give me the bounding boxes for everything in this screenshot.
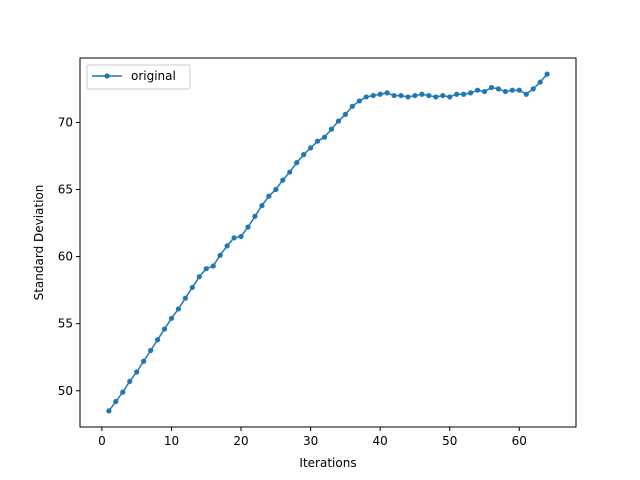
x-tick-label: 0 xyxy=(98,434,106,448)
data-point xyxy=(127,378,133,384)
x-axis-label: Iterations xyxy=(299,456,356,470)
data-point xyxy=(259,203,265,209)
data-point xyxy=(231,235,237,241)
data-point xyxy=(287,169,293,175)
data-point xyxy=(481,88,488,95)
data-point xyxy=(175,306,182,312)
data-point xyxy=(245,224,251,230)
data-point xyxy=(447,94,453,100)
series-line-original xyxy=(108,73,548,412)
data-point xyxy=(141,358,147,364)
data-point xyxy=(419,91,425,97)
plot-area xyxy=(106,71,550,414)
data-point xyxy=(440,92,446,99)
x-tick-label: 30 xyxy=(303,434,318,448)
data-point xyxy=(238,233,244,240)
data-point xyxy=(328,126,335,132)
y-tick-label: 50 xyxy=(58,384,73,398)
data-point xyxy=(502,88,508,95)
data-point xyxy=(474,87,481,93)
data-point xyxy=(426,92,432,99)
data-point xyxy=(113,398,119,405)
data-point xyxy=(161,326,168,332)
data-point xyxy=(301,152,307,158)
y-tick-label: 70 xyxy=(58,115,73,129)
data-point xyxy=(377,91,383,97)
data-point xyxy=(217,252,223,258)
data-point xyxy=(294,160,300,166)
y-axis-label: Standard Deviation xyxy=(32,185,46,301)
data-point xyxy=(544,71,550,77)
data-point xyxy=(495,86,502,92)
data-point xyxy=(363,94,369,100)
data-point xyxy=(203,266,209,272)
data-point xyxy=(356,98,362,104)
x-tick-label: 10 xyxy=(164,434,179,448)
legend-marker-sample xyxy=(104,73,110,79)
y-tick-label: 55 xyxy=(58,317,73,331)
data-point xyxy=(370,92,376,99)
x-tick-label: 20 xyxy=(233,434,248,448)
data-point xyxy=(314,138,321,144)
data-point xyxy=(384,90,390,96)
data-point xyxy=(398,92,404,99)
data-point xyxy=(273,186,279,193)
data-point xyxy=(168,315,175,321)
data-point xyxy=(412,92,418,99)
data-point xyxy=(210,263,216,269)
x-tick-label: 60 xyxy=(512,434,527,448)
data-point xyxy=(335,118,342,124)
data-point xyxy=(454,91,460,97)
data-point xyxy=(530,86,536,92)
data-point xyxy=(224,243,230,249)
x-tick-label: 50 xyxy=(442,434,457,448)
data-point xyxy=(391,92,397,99)
x-axis-ticks: 0 10 20 30 40 50 60 xyxy=(98,427,527,448)
axes-frame xyxy=(79,57,577,428)
data-point xyxy=(308,145,314,151)
data-point xyxy=(280,177,286,183)
data-point xyxy=(523,91,529,97)
y-tick-label: 60 xyxy=(58,250,73,264)
legend-label-original: original xyxy=(131,69,176,83)
y-axis-ticks: 50 55 60 65 70 xyxy=(58,115,80,398)
data-point xyxy=(405,94,411,100)
data-point xyxy=(106,408,112,414)
legend-box xyxy=(86,64,191,90)
data-point xyxy=(154,337,161,343)
x-tick-label: 40 xyxy=(373,434,388,448)
data-point xyxy=(461,91,467,97)
data-point xyxy=(266,193,272,199)
data-point xyxy=(488,84,495,91)
data-point xyxy=(342,111,348,117)
data-point xyxy=(189,284,195,291)
data-point xyxy=(509,87,515,93)
data-point xyxy=(537,79,543,85)
data-point xyxy=(468,90,474,96)
data-point xyxy=(321,134,328,140)
data-point xyxy=(182,295,188,301)
data-point xyxy=(148,347,154,354)
legend: original xyxy=(86,64,191,90)
data-point xyxy=(349,103,355,109)
data-point xyxy=(120,389,126,395)
data-point xyxy=(433,94,439,100)
data-point xyxy=(516,87,522,93)
y-tick-label: 65 xyxy=(58,182,73,196)
data-point xyxy=(134,369,140,375)
data-point xyxy=(252,213,258,219)
data-point xyxy=(196,274,202,280)
